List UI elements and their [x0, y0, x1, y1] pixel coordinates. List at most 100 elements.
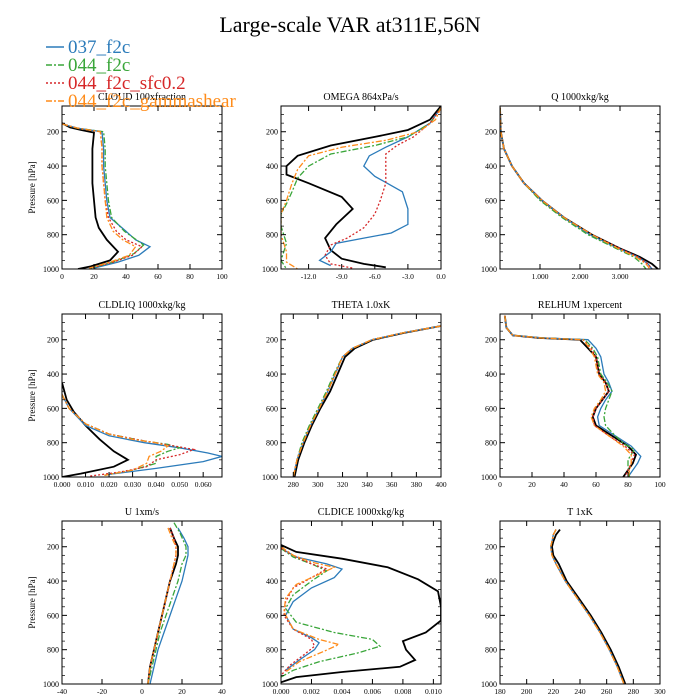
y-tick-label: 600 — [47, 611, 59, 620]
series-line-044-f2c-sfc0-2 — [324, 107, 441, 269]
series-group — [62, 122, 152, 269]
x-tick-label: 0.002 — [303, 687, 320, 696]
plot-frame — [61, 520, 223, 685]
series-line-044-f2c-gammashear — [62, 394, 170, 476]
y-tick-label: 800 — [47, 231, 59, 240]
y-tick-label: 1000 — [43, 680, 59, 689]
legend-entry: 037_f2c — [68, 37, 130, 58]
series-line-037-f2c — [281, 547, 344, 671]
series-line-037-f2c — [62, 394, 222, 476]
series-line-037-f2c — [292, 325, 441, 477]
x-tick-label: 200 — [521, 687, 533, 696]
y-tick-label: 800 — [485, 646, 497, 655]
series-line-037-f2c — [149, 527, 189, 684]
y-tick-label: 400 — [266, 577, 278, 586]
series-line-control — [551, 529, 627, 684]
y-tick-label: 600 — [266, 196, 278, 205]
y-tick-label: 1000 — [262, 473, 278, 482]
x-tick-label: -40 — [57, 687, 67, 696]
legend-entry: 044_f2c — [68, 55, 130, 76]
x-tick-label: 380 — [411, 480, 423, 489]
series-group — [500, 107, 659, 269]
x-tick-label: 280 — [288, 480, 300, 489]
series-line-control — [281, 544, 441, 684]
x-tick-label: 0.000 — [273, 687, 290, 696]
series-line-044-f2c-gammashear — [550, 529, 625, 684]
series-line-control — [62, 382, 130, 477]
plot-frame — [61, 105, 223, 270]
x-tick-label: 0.060 — [195, 480, 212, 489]
y-tick-label: 200 — [47, 128, 59, 137]
panel-title: CLDLIQ 1000xkg/kg — [99, 300, 186, 311]
x-tick-label: 100 — [216, 272, 228, 281]
x-tick-label: 220 — [548, 687, 560, 696]
x-tick-label: 20 — [528, 480, 536, 489]
y-tick-label: 400 — [485, 370, 497, 379]
x-tick-label: 0 — [140, 687, 144, 696]
panel-5: THETA 1.0xK 200 400 600 800 1000 280 300 320 340 3… — [262, 300, 447, 489]
x-tick-label: 20 — [178, 687, 186, 696]
y-tick-label: 1000 — [43, 265, 59, 274]
y-tick-label: 800 — [266, 231, 278, 240]
series-line-control — [500, 107, 659, 269]
y-tick-label: 600 — [47, 404, 59, 413]
series-line-044-f2c — [504, 315, 636, 477]
x-tick-label: 320 — [337, 480, 349, 489]
y-tick-label: 200 — [266, 543, 278, 552]
y-tick-label: 1000 — [481, 680, 497, 689]
series-line-037-f2c — [550, 529, 625, 684]
y-tick-label: 800 — [266, 646, 278, 655]
x-tick-label: 0.030 — [124, 480, 141, 489]
series-group — [62, 382, 222, 477]
y-tick-label: 400 — [266, 370, 278, 379]
x-tick-label: 0.000 — [54, 480, 71, 489]
panel-3: Q 1000xkg/kg 200 400 600 800 1000 1.000 2.000 3.… — [481, 92, 661, 281]
x-tick-label: -20 — [97, 687, 107, 696]
x-tick-label: 0.004 — [334, 687, 351, 696]
series-line-control — [293, 325, 441, 477]
x-tick-label: 0.040 — [148, 480, 165, 489]
x-tick-label: -6.0 — [369, 272, 381, 281]
series-line-037-f2c — [318, 107, 441, 267]
x-tick-label: 2.000 — [572, 272, 589, 281]
series-line-044-f2c — [147, 522, 187, 684]
y-axis-label: Pressure [hPa] — [27, 369, 37, 421]
y-tick-label: 600 — [485, 611, 497, 620]
series-group — [281, 544, 441, 684]
x-tick-label: 0.010 — [77, 480, 94, 489]
series-line-044-f2c-gammashear — [281, 546, 341, 673]
panel-title: Q 1000xkg/kg — [551, 92, 609, 103]
y-tick-label: 600 — [47, 196, 59, 205]
panel-title: RELHUM 1xpercent — [538, 300, 622, 311]
figure-title: Large-scale VAR at311E,56N — [219, 12, 480, 37]
plot-frame — [280, 313, 442, 478]
y-axis-label: Pressure [hPa] — [27, 576, 37, 628]
series-line-044-f2c-gammashear — [147, 527, 177, 684]
y-tick-label: 600 — [266, 404, 278, 413]
y-tick-label: 200 — [266, 336, 278, 345]
plot-frame — [499, 105, 661, 270]
series-line-044-f2c — [281, 107, 441, 269]
x-tick-label: 40 — [560, 480, 568, 489]
panel-title: OMEGA 864xPa/s — [323, 92, 398, 103]
series-line-037-f2c — [62, 123, 152, 269]
y-tick-label: 800 — [266, 439, 278, 448]
panel-title: CLOUD 100xfraction — [98, 92, 186, 103]
x-tick-label: 0.0 — [436, 272, 446, 281]
y-tick-label: 800 — [47, 439, 59, 448]
x-tick-label: 0 — [498, 480, 502, 489]
plot-frame — [280, 105, 442, 270]
y-tick-label: 400 — [485, 162, 497, 171]
x-tick-label: 3.000 — [612, 272, 629, 281]
y-tick-label: 1000 — [43, 473, 59, 482]
y-tick-label: 200 — [266, 128, 278, 137]
y-tick-label: 400 — [485, 577, 497, 586]
x-tick-label: 80 — [186, 272, 194, 281]
panel-2: OMEGA 864xPa/s 200 400 600 800 1000 -12.0 -9.0 -… — [262, 92, 446, 281]
